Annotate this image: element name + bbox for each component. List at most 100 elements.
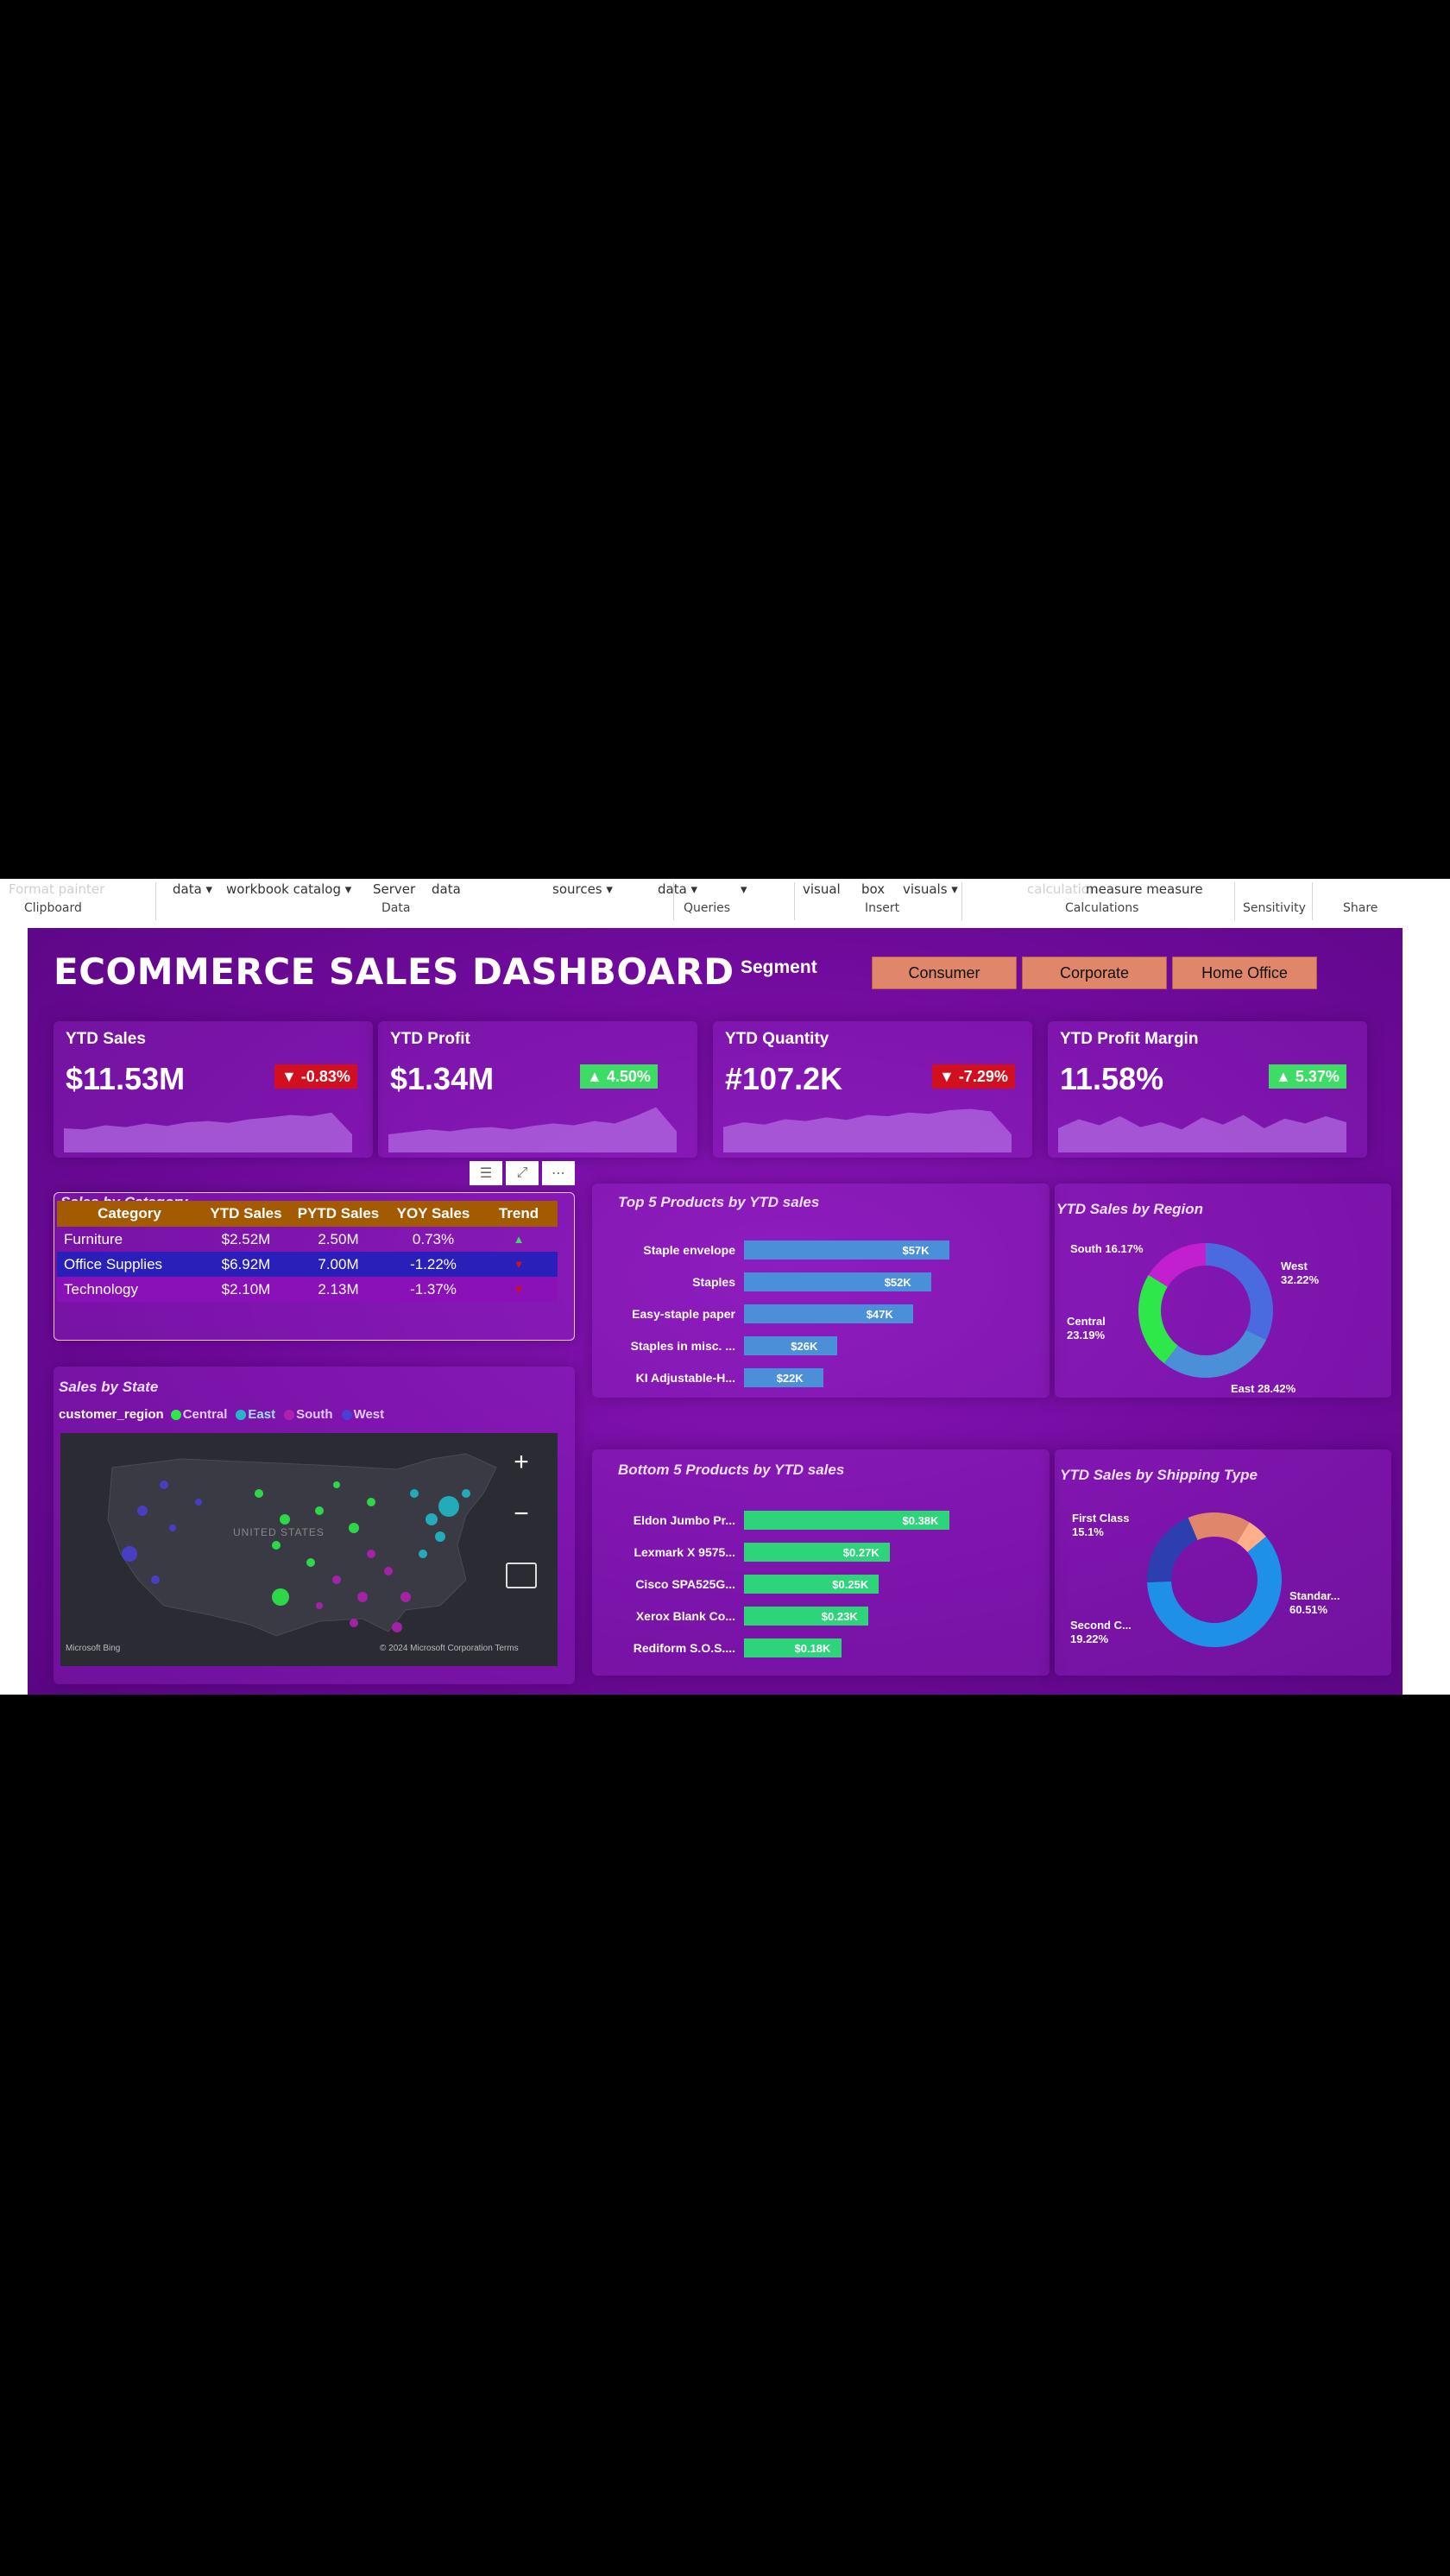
- map-bubble[interactable]: [333, 1481, 340, 1488]
- map-bubble[interactable]: [462, 1489, 470, 1498]
- donut-slice-second-class[interactable]: [1147, 1518, 1198, 1582]
- map-bubble[interactable]: [438, 1496, 459, 1517]
- table-row[interactable]: Technology $2.10M 2.13M -1.37% ▼: [57, 1277, 558, 1302]
- canvas-margin-left: [0, 928, 28, 1695]
- map-bubble[interactable]: [349, 1523, 359, 1533]
- zoom-in-icon[interactable]: +: [514, 1448, 529, 1476]
- legend-item-west[interactable]: West: [341, 1407, 384, 1422]
- map-bubble[interactable]: [169, 1525, 176, 1531]
- table-header-ytd-sales[interactable]: YTD Sales: [210, 1205, 282, 1222]
- kpi-value: 11.58%: [1060, 1061, 1164, 1096]
- ribbon-item-0[interactable]: Format painter: [9, 881, 105, 897]
- map-bubble[interactable]: [332, 1575, 341, 1584]
- ribbon-item-4[interactable]: data: [432, 881, 461, 897]
- ribbon-item-5[interactable]: sources ▾: [552, 881, 613, 897]
- ribbon-item-10[interactable]: visuals ▾: [903, 881, 958, 897]
- map-bubble[interactable]: [151, 1575, 160, 1584]
- us-state-map[interactable]: UNITED STATES + − Microsoft Bing © 2024 …: [60, 1433, 558, 1666]
- map-bubble[interactable]: [272, 1588, 289, 1606]
- kpi-sparkline: [723, 1108, 1012, 1152]
- map-bubble[interactable]: [316, 1602, 323, 1609]
- ribbon-item-3[interactable]: Server: [373, 881, 416, 897]
- bar[interactable]: [744, 1336, 838, 1355]
- bar-value-label: $57K: [902, 1244, 930, 1257]
- donut-slice-standard[interactable]: [1147, 1536, 1282, 1647]
- map-bubble[interactable]: [122, 1546, 137, 1562]
- table-header-trend[interactable]: Trend: [498, 1205, 539, 1222]
- donut-slice-west[interactable]: [1206, 1243, 1273, 1341]
- map-bubble[interactable]: [357, 1592, 368, 1602]
- more-options-icon[interactable]: ⋯: [542, 1161, 575, 1185]
- bar[interactable]: [744, 1575, 879, 1594]
- map-bubble[interactable]: [367, 1550, 375, 1558]
- bar[interactable]: [744, 1543, 890, 1562]
- filter-icon[interactable]: ☰: [470, 1161, 502, 1185]
- map-bubble[interactable]: [306, 1558, 315, 1567]
- bar[interactable]: [744, 1304, 913, 1323]
- legend-item-south[interactable]: South: [284, 1407, 333, 1422]
- ribbon-item-12[interactable]: measure measure: [1086, 881, 1203, 897]
- legend-dot: [236, 1410, 247, 1421]
- cell-yoy-sales: 0.73%: [412, 1230, 455, 1247]
- map-bubble[interactable]: [426, 1513, 438, 1525]
- map-bubble[interactable]: [435, 1531, 445, 1542]
- ribbon-item-9[interactable]: box: [861, 881, 886, 897]
- legend-item-east[interactable]: East: [236, 1407, 275, 1422]
- bar-label: Eldon Jumbo Pr...: [633, 1513, 735, 1527]
- table-row[interactable]: Furniture $2.52M 2.50M 0.73% ▲: [57, 1227, 558, 1252]
- map-bubble[interactable]: [255, 1489, 263, 1498]
- table-header-yoy-sales[interactable]: YOY Sales: [396, 1205, 470, 1222]
- donut-slice-first-class[interactable]: [1188, 1512, 1250, 1544]
- ribbon-item-2[interactable]: workbook catalog ▾: [226, 881, 352, 897]
- bar[interactable]: [744, 1368, 823, 1387]
- ribbon-item-11[interactable]: calculation: [1027, 881, 1098, 897]
- sales-by-state-title: Sales by State: [59, 1379, 159, 1395]
- ribbon-item-7[interactable]: ▾: [741, 881, 747, 897]
- map-bubble[interactable]: [195, 1499, 202, 1506]
- map-bubble[interactable]: [384, 1567, 393, 1575]
- ribbon-item-1[interactable]: data ▾: [173, 881, 213, 897]
- legend-item-central[interactable]: Central: [170, 1407, 227, 1422]
- donut-slice-central[interactable]: [1138, 1274, 1178, 1364]
- map-bubble[interactable]: [367, 1498, 375, 1506]
- bar[interactable]: [744, 1511, 949, 1530]
- segment-button-consumer[interactable]: Consumer: [872, 957, 1017, 989]
- table-header-row: Category YTD Sales PYTD Sales YOY Sales Tren…: [57, 1201, 558, 1227]
- map-bubble[interactable]: [280, 1514, 290, 1525]
- table-header-pytd-sales[interactable]: PYTD Sales: [297, 1205, 380, 1222]
- focus-mode-icon[interactable]: ⤢: [506, 1161, 539, 1185]
- donut-slice-same-day[interactable]: [1237, 1522, 1266, 1552]
- map-bubble[interactable]: [392, 1622, 402, 1632]
- bing-attribution: Microsoft Bing: [66, 1644, 121, 1653]
- bar-label: Staple envelope: [643, 1243, 735, 1257]
- donut-slice-east[interactable]: [1163, 1329, 1267, 1378]
- kpi-card-1: YTD Profit $1.34M ▲ 4.50%: [378, 1021, 697, 1158]
- bar[interactable]: [744, 1607, 868, 1626]
- table-header-category[interactable]: Category: [98, 1205, 161, 1222]
- top-products-title: Top 5 Products by YTD sales: [618, 1194, 820, 1210]
- segment-button-home-office[interactable]: Home Office: [1172, 957, 1317, 989]
- bar-label: Rediform S.O.S....: [633, 1641, 735, 1655]
- bar[interactable]: [744, 1638, 842, 1657]
- map-bubble[interactable]: [160, 1481, 168, 1489]
- map-bubble[interactable]: [350, 1619, 358, 1627]
- map-bubble[interactable]: [410, 1489, 419, 1498]
- ribbon-item-6[interactable]: data ▾: [658, 881, 698, 897]
- segment-button-corporate[interactable]: Corporate: [1022, 957, 1167, 989]
- map-bubble[interactable]: [400, 1592, 411, 1602]
- map-bubble[interactable]: [137, 1506, 148, 1516]
- copyright-attribution[interactable]: © 2024 Microsoft Corporation Terms: [380, 1644, 519, 1653]
- donut-data-label: Central 23.19%: [1067, 1315, 1106, 1342]
- ribbon-item-8[interactable]: visual: [803, 881, 841, 897]
- zoom-out-icon[interactable]: −: [514, 1500, 529, 1528]
- bar[interactable]: [744, 1241, 949, 1260]
- map-style-toggle-icon[interactable]: [506, 1563, 537, 1588]
- bar-label: Easy-staple paper: [632, 1307, 735, 1321]
- bar[interactable]: [744, 1272, 931, 1291]
- donut-slice-south[interactable]: [1148, 1243, 1206, 1287]
- map-bubble[interactable]: [315, 1506, 324, 1515]
- map-bubble[interactable]: [272, 1541, 281, 1550]
- table-row[interactable]: Office Supplies $6.92M 7.00M -1.22% ▼: [57, 1252, 558, 1277]
- map-bubble[interactable]: [419, 1550, 427, 1558]
- bottom-products-card: [592, 1449, 1050, 1676]
